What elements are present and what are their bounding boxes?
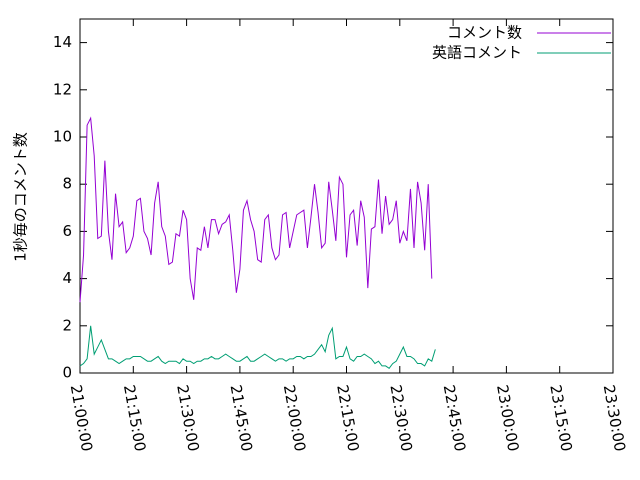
legend-label-0: コメント数 [447, 24, 522, 42]
y-tick-label: 6 [62, 222, 72, 240]
x-tick-label: 22:45:00 [440, 383, 469, 452]
y-tick-label: 0 [62, 364, 72, 382]
y-tick-label: 12 [53, 80, 72, 98]
plot-frame [79, 18, 614, 374]
y-axis-label: 1秒毎のコメント数 [12, 132, 30, 262]
x-tick-label: 21:30:00 [173, 383, 202, 452]
y-tick-label: 10 [53, 128, 72, 146]
series-lines [79, 116, 436, 369]
x-tick-label: 21:15:00 [120, 383, 149, 452]
y-tick-label: 2 [62, 316, 72, 334]
series-line-1 [79, 325, 436, 369]
y-tick-label: 8 [62, 175, 72, 193]
x-tick-label: 21:45:00 [227, 383, 256, 452]
x-tick-label: 22:00:00 [280, 383, 309, 452]
x-tick-label: 22:30:00 [386, 383, 415, 452]
x-tick-label: 23:30:00 [600, 383, 629, 452]
y-axis: 0 2 4 6 8 10 12 14 [53, 33, 613, 382]
x-tick-label: 23:00:00 [493, 383, 522, 452]
x-tick-label: 21:00:00 [67, 383, 96, 452]
x-tick-label: 22:15:00 [333, 383, 362, 452]
y-tick-label: 4 [62, 269, 72, 287]
x-tick-label: 23:15:00 [546, 383, 575, 452]
legend-label-1: 英語コメント [432, 44, 522, 62]
series-line-0 [79, 116, 433, 303]
y-tick-label: 14 [53, 33, 72, 51]
